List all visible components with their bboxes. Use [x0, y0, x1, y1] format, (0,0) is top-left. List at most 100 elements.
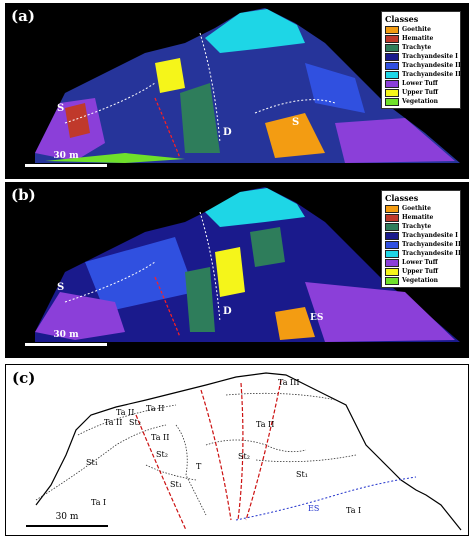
legend-swatch — [385, 258, 399, 267]
panel-a-map-image: S D S — [35, 8, 460, 163]
legend-label: Vegetation — [402, 277, 439, 284]
legend-label: Hematite — [402, 214, 434, 221]
purple-right-zone — [305, 282, 455, 342]
mountain-outline — [35, 372, 462, 531]
legend-item: Hematite — [385, 213, 457, 222]
label-es: ES — [308, 504, 319, 513]
boundary-t — [175, 424, 207, 516]
legend-item: Trachyandesite III — [385, 70, 464, 79]
label-st1-left: St₁ — [86, 458, 98, 467]
legend-label: Upper Tuff — [402, 268, 438, 275]
label-ta-ii-3: Ta II — [104, 418, 122, 427]
label-ta-ii-5: Ta II — [256, 420, 274, 429]
map-label-d: D — [223, 306, 232, 317]
vegetation-strip — [45, 153, 185, 163]
yellow-zone-1 — [155, 58, 185, 93]
legend-item: Upper Tuff — [385, 88, 457, 97]
legend-swatch — [385, 43, 399, 52]
legend-swatch — [385, 267, 399, 276]
panel-a-classification-map: S D S (a) Classes Goethite Hematite Trachy… — [5, 3, 469, 179]
legend-item: Trachyandesite I — [385, 231, 458, 240]
legend-b: Classes Goethite Hematite Trachyte Trachyan… — [381, 190, 464, 288]
fault-line-2 — [200, 389, 232, 521]
green-center-zone — [185, 267, 215, 332]
fault-line-1 — [154, 97, 181, 159]
legend-item: Trachyandesite III — [385, 249, 464, 258]
legend-label: Goethite — [402, 26, 431, 33]
legend-a: Classes Goethite Hematite Trachyte Trachyan… — [381, 11, 464, 109]
label-ta-i-left: Ta I — [91, 498, 106, 507]
legend-swatch — [385, 61, 399, 70]
legend-label: Trachyandesite II — [402, 62, 461, 69]
legend-item: Lower Tuff — [385, 79, 457, 88]
legend-label: Trachyte — [402, 223, 432, 230]
map-label-es: ES — [310, 313, 323, 323]
red-zone — [65, 103, 90, 138]
legend-item: Lower Tuff — [385, 258, 457, 267]
legend-swatch — [385, 79, 399, 88]
legend-label: Hematite — [402, 35, 434, 42]
scale-label: 30 m — [55, 512, 79, 522]
scale-bar-c: 30 m — [26, 512, 108, 527]
purple-right-zone — [335, 118, 455, 163]
purple-left-zone — [35, 292, 125, 340]
label-ta-iii: Ta III — [278, 378, 300, 387]
legend-item: Trachyandesite II — [385, 240, 461, 249]
label-st2-3: St₂ — [238, 452, 250, 461]
map-label-s-left: S — [57, 103, 64, 114]
boundary-right — [255, 454, 357, 463]
scale-line — [26, 525, 108, 527]
legend-item: Trachyte — [385, 43, 457, 52]
green-center-zone — [180, 83, 220, 153]
legend-item: Trachyandesite I — [385, 52, 458, 61]
boundary-line-1 — [64, 82, 156, 124]
legend-swatch — [385, 249, 399, 258]
legend-label: Trachyandesite III — [402, 71, 464, 78]
scale-label: 30 m — [53, 330, 79, 340]
blue-mid-zone — [85, 237, 195, 312]
cyan-top-zone — [205, 188, 305, 227]
legend-label: Upper Tuff — [402, 89, 438, 96]
legend-swatch — [385, 240, 399, 249]
legend-label: Lower Tuff — [402, 80, 438, 87]
legend-item: Upper Tuff — [385, 267, 457, 276]
fault-line-3 — [237, 382, 244, 521]
label-ta-ii-1: Ta II — [116, 408, 134, 417]
legend-item: Goethite — [385, 204, 457, 213]
panel-b-map-image: S D ES — [35, 187, 460, 342]
yellow-zone-1 — [215, 247, 245, 297]
label-ta-ii-4: Ta II — [151, 433, 169, 442]
green-zone-2 — [250, 227, 285, 267]
legend-swatch — [385, 25, 399, 34]
legend-items: Goethite Hematite Trachyte Trachyandesite I… — [385, 25, 464, 106]
fault-line-4 — [245, 379, 282, 521]
orange-zone — [275, 307, 315, 340]
panel-letter-a: (a) — [11, 7, 35, 25]
boundary-st1-left — [35, 424, 167, 501]
label-ta-i-right: Ta I — [346, 506, 361, 515]
fault-line-1 — [154, 276, 181, 338]
fault-line-1 — [135, 414, 187, 531]
legend-swatch — [385, 34, 399, 43]
legend-swatch — [385, 213, 399, 222]
legend-title: Classes — [385, 193, 419, 203]
legend-swatch — [385, 231, 399, 240]
blue-zone-right — [305, 63, 365, 113]
boundary-ta-iii — [225, 392, 337, 401]
panel-b-classification-map: S D ES (b) Classes Goethite Hematite Trach… — [5, 182, 469, 358]
orange-zone — [265, 113, 325, 158]
scale-line — [25, 164, 107, 167]
legend-swatch — [385, 52, 399, 61]
legend-swatch — [385, 70, 399, 79]
es-boundary — [235, 476, 417, 521]
legend-swatch — [385, 88, 399, 97]
boundary-ta-ii — [77, 404, 177, 436]
legend-item: Hematite — [385, 34, 457, 43]
scale-label: 30 m — [53, 151, 79, 161]
legend-label: Trachyandesite I — [402, 232, 458, 239]
scale-bar-a: 30 m — [25, 151, 107, 167]
boundary-line-1 — [64, 261, 156, 303]
legend-swatch — [385, 97, 399, 106]
map-label-s: S — [57, 282, 64, 293]
legend-items: Goethite Hematite Trachyte Trachyandesite I… — [385, 204, 464, 285]
